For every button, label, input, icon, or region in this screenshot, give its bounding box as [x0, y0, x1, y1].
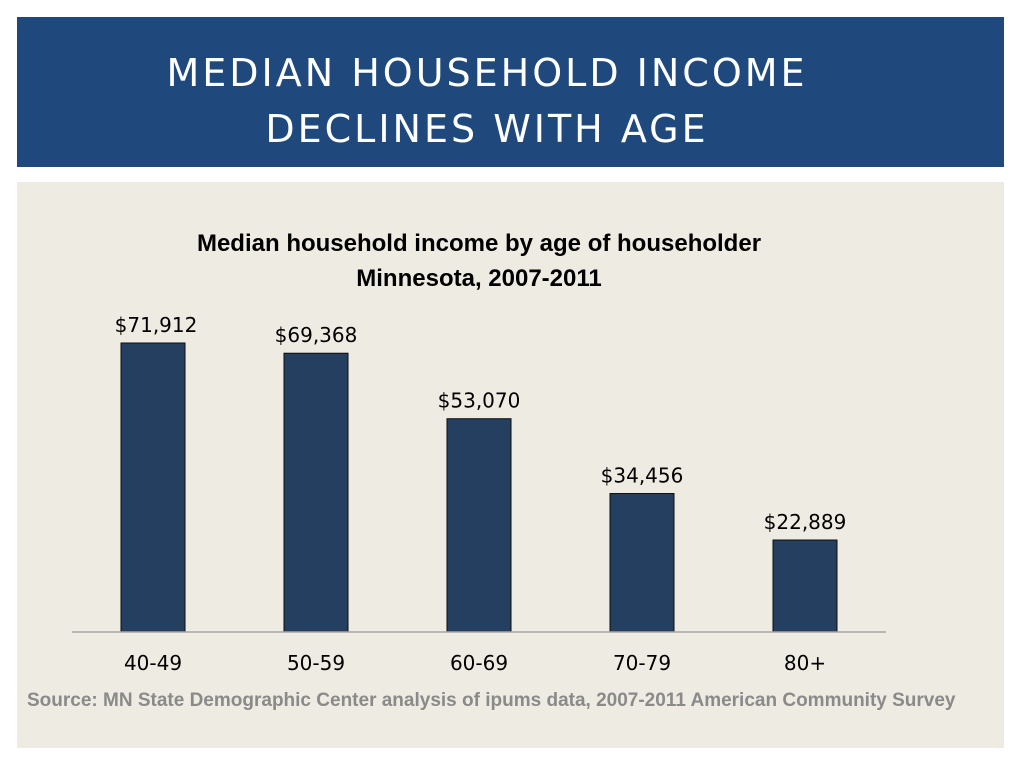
bar-60-69: [446, 418, 512, 633]
bar-70-79: [609, 493, 675, 633]
value-label-70-79: $34,456: [601, 464, 684, 488]
value-label-60-69: $53,070: [438, 389, 521, 413]
value-label-40-49: $71,912: [115, 313, 198, 337]
category-label-70-79: 70-79: [613, 651, 671, 675]
category-label-60-69: 60-69: [450, 651, 508, 675]
bar-50-59: [283, 352, 349, 633]
value-label-80+: $22,889: [764, 510, 847, 534]
chart-subtitle: Minnesota, 2007-2011: [356, 265, 601, 292]
title-banner: MEDIAN HOUSEHOLD INCOME DECLINES WITH AG…: [17, 17, 1004, 167]
value-label-50-59: $69,368: [275, 323, 358, 347]
chart-panel: Median household income by age of househ…: [17, 182, 1004, 748]
bar-40-49: [120, 342, 186, 633]
chart-title: Median household income by age of househ…: [197, 230, 761, 257]
bars-group: $71,912 40-49 $69,368 50-59 $53,070 60-69 $34,…: [115, 313, 847, 675]
category-label-80+: 80+: [784, 651, 826, 675]
category-label-40-49: 40-49: [124, 651, 182, 675]
bar-chart: Median household income by age of househ…: [72, 230, 886, 675]
source-note: Source: MN State Demographic Center anal…: [27, 690, 956, 711]
category-label-50-59: 50-59: [287, 651, 345, 675]
slide-title: MEDIAN HOUSEHOLD INCOME DECLINES WITH AG…: [166, 51, 808, 151]
bar-80+: [772, 539, 838, 633]
